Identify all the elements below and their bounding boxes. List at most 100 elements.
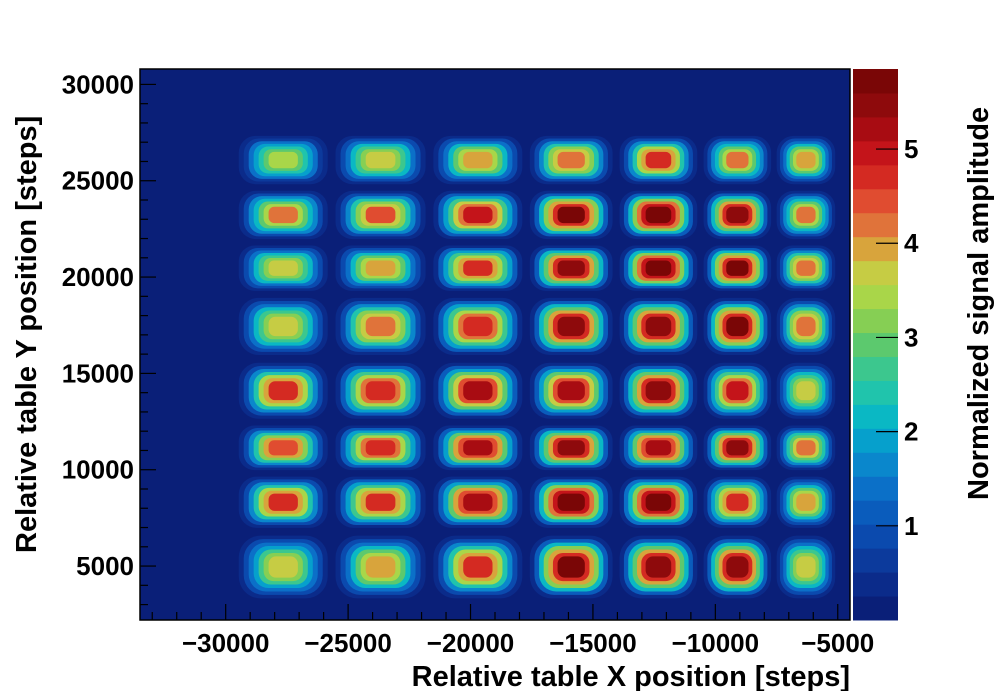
heatmap-cell (238, 135, 328, 185)
heatmap-cell (529, 476, 613, 528)
heatmap-cell (776, 190, 836, 240)
heatmap-cell (335, 135, 426, 185)
x-tick-label: −5000 (801, 628, 874, 658)
labels: −30000 −25000 −20000 −15000 −10000 −5000 5000 1… (62, 69, 919, 658)
color-scale-band (853, 260, 898, 286)
heatmap-cell (238, 425, 328, 471)
color-scale-band (853, 596, 898, 621)
heatmap-cell (529, 190, 613, 240)
heatmap-cell (776, 245, 836, 291)
heatmap-cell (529, 362, 613, 419)
heatmap-cell (529, 135, 613, 185)
color-scale-band (853, 428, 898, 453)
heatmap-cell (776, 476, 836, 528)
y-tick-label: 5000 (76, 551, 134, 581)
y-axis-title: Relative table Y position [steps] (11, 116, 43, 553)
heatmap-cell (433, 297, 523, 356)
heatmap-cell (619, 190, 698, 240)
heatmap-cell (529, 297, 613, 356)
color-scale-band (853, 356, 898, 381)
color-scale-tick-label: 3 (904, 322, 918, 352)
color-scale-band (853, 69, 898, 94)
heatmap-cell (776, 297, 836, 356)
heatmap-cell (703, 297, 772, 356)
color-scale-band (853, 476, 898, 501)
color-scale-band (853, 308, 898, 334)
x-tick-label: −15000 (549, 628, 636, 658)
color-scale-band (853, 140, 898, 166)
color-scale-tick-label: 4 (904, 228, 919, 258)
heatmap-cell (335, 425, 426, 471)
heatmap-cell (433, 245, 523, 291)
heatmap-cell (238, 297, 328, 356)
heatmap-cell (238, 245, 328, 291)
heatmap-cell (529, 245, 613, 291)
heatmap-cell (703, 362, 772, 419)
color-scale (853, 69, 898, 621)
color-scale-band (853, 236, 898, 262)
heatmap-cell (433, 425, 523, 471)
heatmap-cell (433, 135, 523, 185)
heatmap-cell (619, 362, 698, 419)
color-scale-band (853, 548, 898, 573)
heatmap-cell (619, 135, 698, 185)
heatmap-cell (703, 245, 772, 291)
heatmap-cell (776, 362, 836, 419)
y-tick-label: 30000 (62, 69, 134, 99)
heatmap-cell (529, 425, 613, 471)
color-scale-band (853, 572, 898, 597)
heatmap-cell (238, 190, 328, 240)
color-scale-band (853, 164, 898, 190)
heatmap-cell (335, 190, 426, 240)
color-scale-title: Normalized signal amplitude (963, 107, 995, 500)
y-tick-label: 20000 (62, 262, 134, 292)
heatmap-cell (433, 362, 523, 419)
color-scale-band (853, 380, 898, 405)
heatmap-cell (619, 297, 698, 356)
x-tick-label: −20000 (427, 628, 514, 658)
heatmap-cell (238, 476, 328, 528)
color-scale-band (853, 500, 898, 525)
heatmap-cell (529, 535, 613, 599)
x-tick-label: −25000 (304, 628, 391, 658)
heatmap-cell (776, 425, 836, 471)
heatmap-cell (335, 362, 426, 419)
color-scale-band (853, 404, 898, 429)
color-scale-tick-label: 2 (904, 417, 918, 447)
heatmap-cell (619, 245, 698, 291)
heatmap-cell (335, 476, 426, 528)
heatmap-cell (703, 476, 772, 528)
y-tick-label: 25000 (62, 166, 134, 196)
x-tick-label: −10000 (672, 628, 759, 658)
heatmap-cell (619, 535, 698, 599)
color-scale-band (853, 116, 898, 142)
color-scale-band (853, 212, 898, 238)
color-scale-band (853, 524, 898, 549)
y-tick-label: 15000 (62, 358, 134, 388)
heatmap-cell (238, 362, 328, 419)
heatmap-cells (238, 135, 836, 599)
color-scale-band (853, 452, 898, 477)
color-scale-tick-label: 5 (904, 134, 918, 164)
x-tick-label: −30000 (182, 628, 269, 658)
heatmap-cell (433, 190, 523, 240)
heatmap-cell (776, 535, 836, 599)
axes (140, 83, 898, 620)
heatmap-cell (619, 476, 698, 528)
y-tick-label: 10000 (62, 455, 134, 485)
heatmap-cell (335, 297, 426, 356)
heatmap-cell (619, 425, 698, 471)
heatmap-cell (703, 425, 772, 471)
heatmap-cell (703, 135, 772, 185)
heatmap-cell (335, 245, 426, 291)
color-scale-band (853, 284, 898, 310)
heatmap-cell (703, 535, 772, 599)
heatmap-cell (335, 535, 426, 599)
color-scale-band (853, 332, 898, 357)
heatmap-cell (433, 476, 523, 528)
color-scale-tick-label: 1 (904, 511, 918, 541)
heatmap-cell (238, 535, 328, 599)
heatmap-cell (433, 535, 523, 599)
color-scale-band (853, 188, 898, 214)
